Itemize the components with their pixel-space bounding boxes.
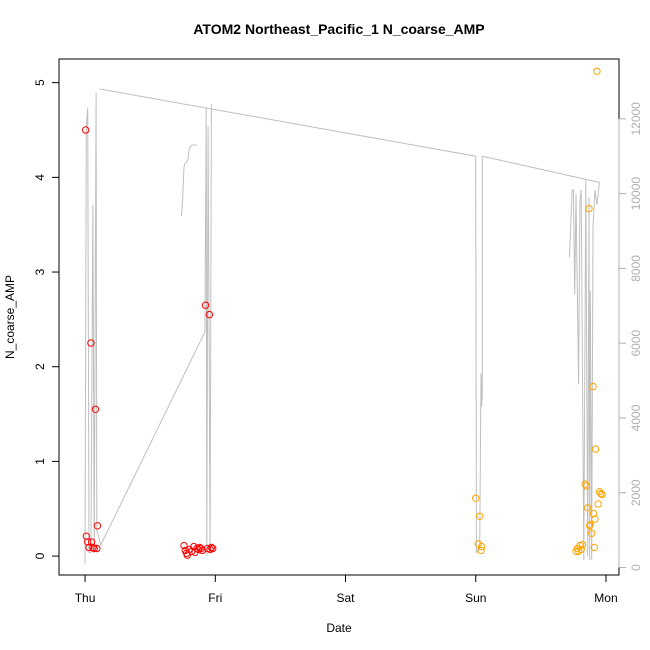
data-point-s1-19 (589, 509, 598, 518)
y-tick-label: 3 (33, 268, 47, 275)
data-point-s1-2 (476, 512, 484, 520)
data-point-s1-9 (577, 545, 585, 554)
y2-tick-label: 4000 (629, 404, 643, 431)
secondary-line-segment-2 (99, 88, 600, 554)
y2-tick-label: 8000 (629, 255, 643, 282)
data-point-s1-22 (591, 445, 600, 453)
x-tick-label: Fri (208, 591, 222, 605)
data-point-s0-2 (84, 538, 92, 546)
data-point-s1-27 (598, 490, 606, 499)
y2-axis: 0 2000 4000 6000 8000 10000 12000 (618, 102, 643, 571)
data-point-s1-14 (585, 204, 593, 213)
data-point-s0-26 (205, 310, 214, 319)
x-tick-label: Sat (337, 591, 356, 605)
y-axis-label: N_coarse_AMP (3, 275, 17, 359)
y-tick-label: 1 (33, 458, 47, 465)
data-point-s1-20 (590, 543, 598, 552)
data-point-s0-0 (82, 126, 90, 134)
data-point-s1-24 (594, 500, 602, 508)
data-point-s1-21 (591, 515, 599, 523)
data-point-s1-18 (589, 382, 597, 391)
x-axis-label: Date (326, 621, 352, 635)
x-tick-label: Mon (594, 591, 617, 605)
y2-tick-label: 6000 (629, 330, 643, 357)
y-tick-label: 5 (33, 79, 47, 86)
y2-tick-label: 0 (629, 564, 643, 571)
chart-title: ATOM2 Northeast_Pacific_1 N_coarse_AMP (193, 21, 484, 37)
data-point-s1-16 (586, 521, 594, 529)
data-point-s1-13 (584, 504, 592, 512)
data-point-s1-10 (578, 541, 587, 549)
data-point-s0-4 (87, 339, 95, 347)
data-point-s0-6 (89, 543, 97, 552)
y-tick-label: 4 (33, 174, 47, 181)
data-point-s0-5 (87, 538, 96, 546)
data-point-s1-0 (472, 494, 480, 502)
secondary-line (84, 88, 600, 564)
x-axis: Thu Fri Sat Sun Mon (75, 575, 618, 605)
data-point-s0-10 (93, 544, 101, 553)
data-point-s0-24 (201, 301, 210, 309)
secondary-line-segment-0 (84, 92, 212, 564)
y-axis: 0 1 2 3 4 5 (33, 79, 59, 559)
y-tick-label: 2 (33, 363, 47, 370)
y2-tick-label: 12000 (629, 102, 643, 136)
data-point-s0-8 (91, 405, 100, 413)
x-tick-label: Sun (465, 591, 486, 605)
data-point-s1-11 (581, 480, 589, 488)
data-point-s0-23 (198, 546, 207, 555)
x-tick-label: Thu (75, 591, 96, 605)
data-point-s0-28 (207, 543, 216, 552)
y-tick-label: 0 (33, 552, 47, 559)
data-point-s1-26 (597, 489, 605, 498)
data-point-s0-7 (90, 544, 98, 553)
data-point-s1-12 (582, 482, 591, 490)
data-point-s1-4 (477, 542, 486, 551)
secondary-line-segment-3 (569, 178, 600, 561)
y2-tick-label: 2000 (629, 479, 643, 506)
data-point-s1-3 (477, 546, 485, 555)
secondary-line-segment-1 (180, 144, 197, 217)
data-point-s0-9 (93, 522, 102, 530)
data-point-s1-23 (593, 67, 601, 76)
data-points (82, 67, 606, 559)
plot-frame (58, 58, 620, 576)
data-point-s1-17 (588, 529, 596, 537)
data-point-s0-29 (209, 544, 217, 553)
data-point-s0-11 (180, 541, 188, 550)
y2-tick-label: 10000 (629, 177, 643, 211)
